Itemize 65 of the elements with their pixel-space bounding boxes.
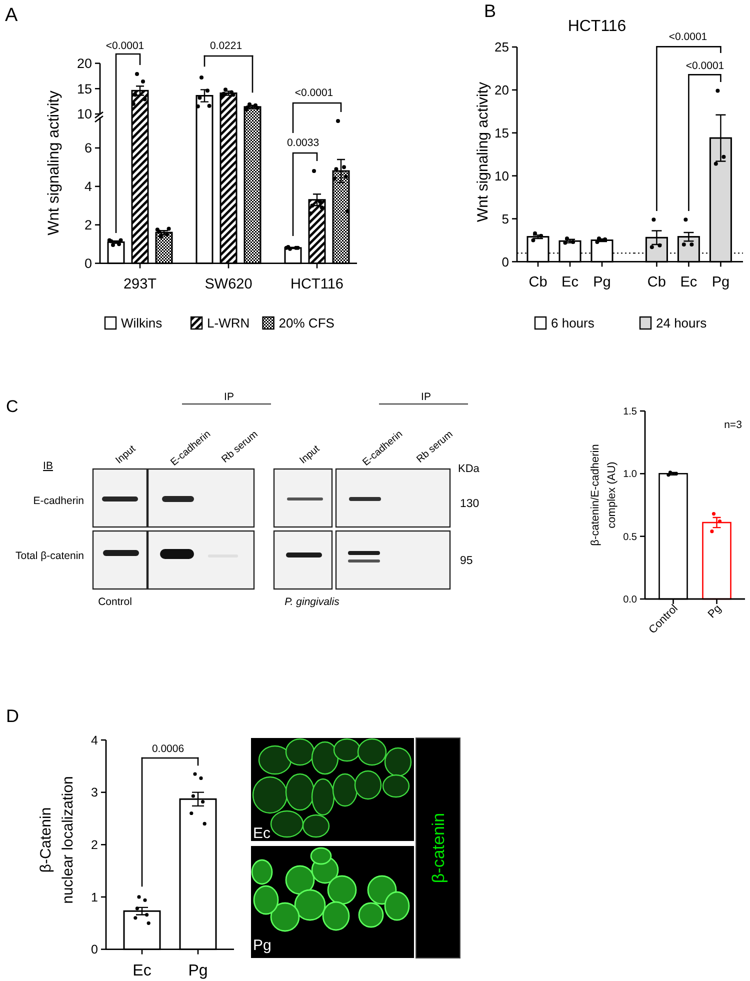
x-tick-label: Ec <box>562 274 578 291</box>
y-tick-label: 4 <box>84 179 92 194</box>
y-tick-label: 2 <box>84 218 92 233</box>
y-axis-title: β-Catenin nuclear localization <box>37 776 76 904</box>
legend-label: 20% CFS <box>278 316 335 331</box>
y-tick-label: 1.0 <box>623 469 638 480</box>
annotation: <0.0001 <box>294 87 334 99</box>
text: Total β-catenin <box>16 550 84 562</box>
text: β-catenin <box>428 812 448 884</box>
text: E-cadherin <box>33 495 84 507</box>
y-tick-label: 15 <box>76 81 92 96</box>
x-tick-label: SW620 <box>204 276 252 292</box>
annotation: 0.0006 <box>152 743 184 755</box>
y-tick-label: 10 <box>76 106 92 122</box>
text: Ec <box>253 825 272 842</box>
y-tick-label: 5 <box>502 211 509 226</box>
text: IP <box>421 391 431 403</box>
x-tick-label: Ec <box>680 274 698 291</box>
y-tick-label: 25 <box>494 40 509 55</box>
legend-label: Wilkins <box>121 316 163 331</box>
text: P. gingivalis <box>284 596 340 608</box>
text: A <box>5 5 18 26</box>
y-tick-label: 0 <box>502 254 509 270</box>
y-tick-label: 3 <box>91 786 98 800</box>
y-tick-label: 20 <box>494 82 509 98</box>
text: C <box>6 397 18 416</box>
legend-label: L-WRN <box>207 316 250 331</box>
text: <0.0001 <box>668 31 708 43</box>
y-tick-label: 15 <box>494 125 509 140</box>
x-tick-label: Cb <box>647 274 666 291</box>
x-tick-label: Cb <box>528 274 548 291</box>
y-tick-label: 2 <box>91 838 98 852</box>
text: <0.0001 <box>106 40 144 52</box>
legend-label: 24 hours <box>656 316 708 331</box>
legend-label: 6 hours <box>551 316 595 331</box>
y-tick-label: 4 <box>91 733 98 748</box>
y-tick-label: 0 <box>84 256 92 272</box>
y-tick-label: 0.0 <box>623 594 638 606</box>
text: 0.0221 <box>210 40 242 52</box>
y-axis-title: Wnt signaling activity <box>474 81 492 222</box>
y-axis-title: β-catenin/E-cadherin complex (AU) <box>590 444 618 546</box>
annotation: 0.0033 <box>286 137 320 149</box>
text: IB <box>43 460 53 472</box>
x-tick-label: Pg <box>593 274 611 291</box>
annotation: <0.0001 <box>686 60 724 72</box>
x-tick-label: HCT116 <box>290 276 344 292</box>
y-tick-label: 0.5 <box>623 532 638 543</box>
text: IP <box>224 391 234 403</box>
text: KDa <box>458 463 480 475</box>
x-tick-label: 293T <box>123 276 157 292</box>
text: 95 <box>460 555 473 567</box>
text: B <box>484 1 496 21</box>
x-tick-label: Pg <box>712 274 730 291</box>
y-tick-label: 1.5 <box>623 406 638 418</box>
text: D <box>6 706 19 726</box>
y-tick-label: 1 <box>91 890 98 904</box>
annotation: n=3 <box>724 419 742 431</box>
y-tick-label: 0 <box>91 942 98 957</box>
text: Pg <box>253 937 272 954</box>
chart-title: HCT116 <box>568 18 626 35</box>
y-tick-label: 20 <box>76 56 92 72</box>
y-tick-label: 6 <box>84 140 92 156</box>
text: 130 <box>460 498 480 510</box>
y-axis-title: Wnt signaling activity <box>45 90 62 236</box>
y-tick-label: 10 <box>494 168 509 184</box>
